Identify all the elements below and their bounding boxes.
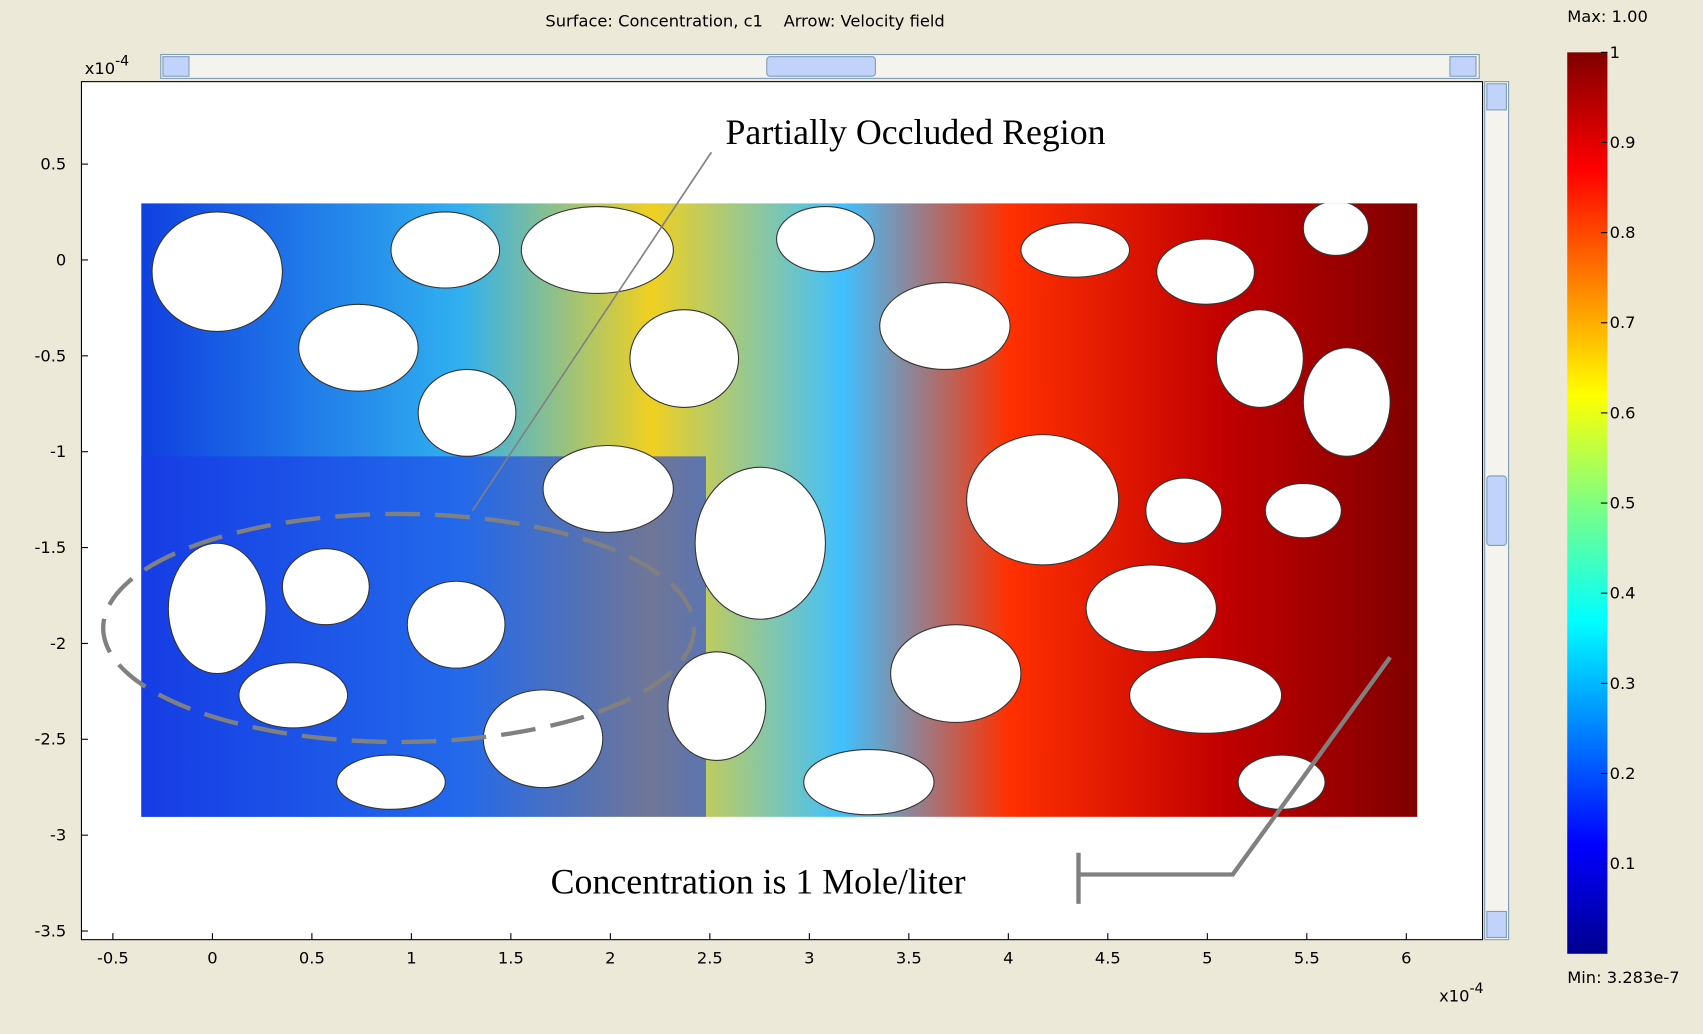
colorbar-tick-label: 0.6 xyxy=(1610,403,1636,422)
x-tick-label: 2 xyxy=(605,949,615,968)
colorbar-tick-label: 0.8 xyxy=(1610,223,1636,242)
v-scrollbar[interactable] xyxy=(1485,82,1509,940)
x-tick-label: 5.5 xyxy=(1294,949,1320,968)
x-tick-label: 1.5 xyxy=(498,949,524,968)
x-tick-label: 4.5 xyxy=(1095,949,1121,968)
colorbar-tick-label: 0.1 xyxy=(1610,854,1636,873)
colorbar-tick-label: 0.9 xyxy=(1610,133,1636,152)
colorbar-tick-label: 0.5 xyxy=(1610,493,1636,512)
colorbar-tick-label: 0.2 xyxy=(1610,764,1636,783)
y-tick-label: -1 xyxy=(50,442,66,461)
plot-title: Surface: Concentration, c1 Arrow: Veloci… xyxy=(545,11,944,30)
y-tick-label: 0.5 xyxy=(40,155,66,174)
x-tick-label: 3 xyxy=(804,949,814,968)
y-tick-label: -3 xyxy=(50,826,66,845)
y-tick-label: -2 xyxy=(50,634,66,653)
x-tick-label: 2.5 xyxy=(697,949,723,968)
annotation-text: Partially Occluded Region xyxy=(726,112,1106,152)
multiplier-base: x10 xyxy=(1439,987,1469,1006)
x-tick-label: 4 xyxy=(1003,949,1013,968)
y-tick-label: 0 xyxy=(56,250,66,269)
y-tick-label: -2.5 xyxy=(34,730,66,749)
y-tick-label: -3.5 xyxy=(34,921,66,940)
x-tick-label: 1 xyxy=(406,949,416,968)
multiplier-base: x10 xyxy=(85,59,115,78)
comsol-window: Surface: Concentration, c1 Arrow: Veloci… xyxy=(0,0,1703,1030)
x-tick-label: -0.5 xyxy=(97,949,129,968)
annotation-text: Concentration is 1 Mole/liter xyxy=(551,862,966,902)
colorbar-tick-label: 1 xyxy=(1610,43,1620,62)
colorbar-max: Max: 1.00 xyxy=(1567,7,1648,26)
multiplier-exponent: -4 xyxy=(115,53,129,69)
colorbar-min: Min: 3.283e-7 xyxy=(1567,968,1679,987)
colorbar-tick-label: 0.7 xyxy=(1610,313,1636,332)
x-tick-label: 0 xyxy=(207,949,217,968)
y-tick-label: -0.5 xyxy=(34,346,66,365)
multiplier-exponent: -4 xyxy=(1469,981,1483,997)
h-scrollbar[interactable] xyxy=(161,54,1480,78)
colorbar-tick-label: 0.4 xyxy=(1610,584,1636,603)
x-tick-label: 0.5 xyxy=(299,949,325,968)
y-tick-label: -1.5 xyxy=(34,538,66,557)
concentration-surface xyxy=(141,201,1417,817)
x-tick-label: 5 xyxy=(1202,949,1212,968)
x-tick-label: 3.5 xyxy=(896,949,922,968)
x-tick-label: 6 xyxy=(1401,949,1411,968)
colorbar-tick-label: 0.3 xyxy=(1610,674,1636,693)
